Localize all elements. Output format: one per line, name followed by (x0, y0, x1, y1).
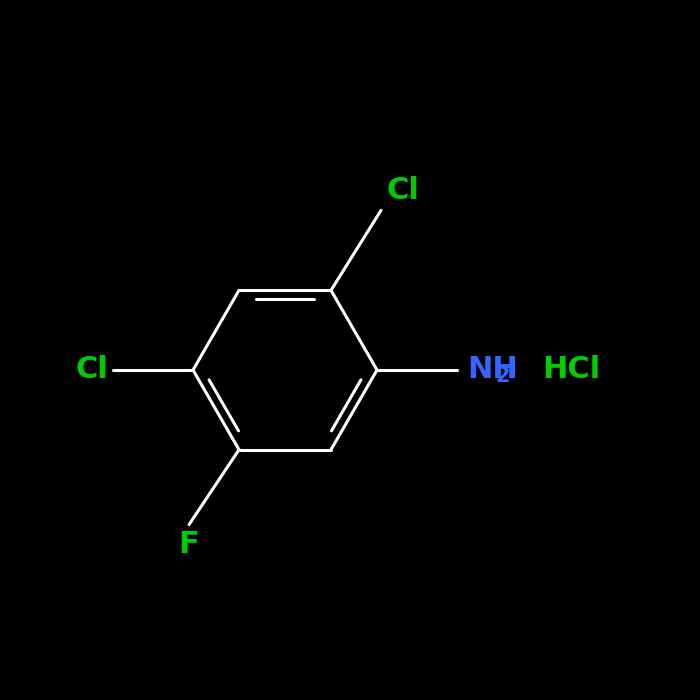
Text: NH: NH (467, 356, 518, 384)
Text: Cl: Cl (75, 356, 108, 384)
Text: Cl: Cl (386, 176, 419, 205)
Text: 2: 2 (495, 366, 510, 386)
Text: F: F (178, 530, 199, 559)
Text: HCl: HCl (542, 356, 601, 384)
